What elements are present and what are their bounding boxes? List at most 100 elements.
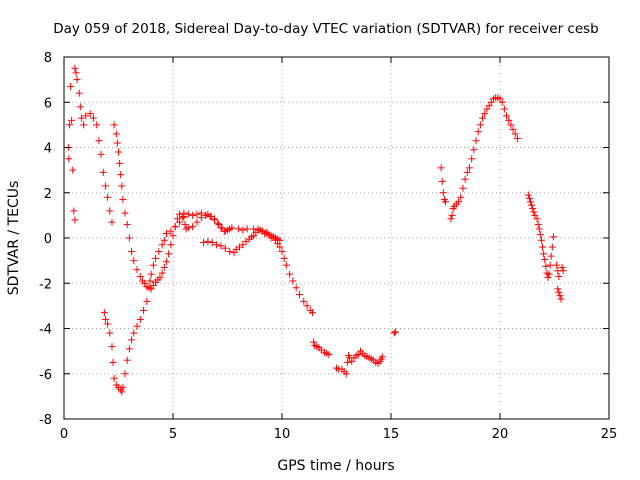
- data-point-marker: [528, 201, 536, 209]
- data-point-marker: [239, 226, 247, 234]
- y-tick-label: -4: [39, 323, 52, 338]
- data-point-marker: [65, 155, 73, 163]
- data-point-marker: [476, 121, 484, 129]
- data-point-marker: [104, 193, 112, 201]
- data-point-marker: [155, 248, 163, 256]
- data-point-marker: [125, 345, 133, 353]
- data-point-marker: [463, 168, 471, 176]
- y-axis-label: SDTVAR / TECUs: [6, 181, 22, 296]
- data-point-marker: [193, 210, 201, 218]
- data-point-marker: [214, 219, 222, 227]
- data-point-marker: [509, 125, 517, 133]
- data-point-marker: [97, 150, 105, 158]
- data-point-marker: [442, 198, 449, 206]
- data-point-marker: [208, 239, 216, 247]
- data-point-marker: [71, 64, 79, 72]
- data-point-marker: [541, 255, 549, 263]
- data-point-marker: [513, 134, 521, 142]
- data-point-marker: [530, 208, 538, 216]
- data-point-marker: [146, 277, 154, 285]
- data-point-marker: [507, 121, 515, 129]
- data-point-marker: [136, 315, 144, 323]
- data-point-marker: [184, 224, 192, 232]
- data-point-marker: [171, 223, 179, 231]
- data-point-marker: [104, 320, 112, 328]
- data-point-marker: [544, 274, 552, 282]
- data-point-marker: [447, 215, 455, 223]
- data-point-marker: [239, 241, 247, 249]
- data-point-marker: [93, 121, 101, 129]
- data-point-marker: [76, 103, 84, 111]
- data-point-marker: [143, 297, 151, 305]
- data-point-marker: [184, 210, 192, 218]
- data-point-marker: [234, 225, 242, 233]
- x-tick-label: 0: [60, 427, 68, 442]
- data-point-marker: [500, 105, 508, 113]
- data-point-marker: [213, 241, 221, 249]
- data-point-marker: [95, 137, 103, 145]
- y-tick-label: 0: [44, 232, 52, 247]
- data-point-marker: [80, 121, 88, 129]
- data-point-marker: [289, 277, 297, 285]
- data-point-marker: [537, 236, 545, 244]
- data-point-marker: [215, 220, 223, 228]
- data-point-marker: [160, 236, 168, 244]
- data-point-marker: [100, 309, 108, 317]
- x-tick-label: 25: [601, 427, 618, 442]
- data-point-marker: [457, 193, 465, 201]
- data-point-marker: [461, 175, 469, 183]
- y-tick-label: -2: [39, 277, 52, 292]
- data-point-marker: [465, 164, 473, 172]
- data-point-marker: [197, 209, 205, 217]
- data-point-marker: [226, 248, 234, 256]
- data-point-marker: [179, 214, 187, 222]
- data-point-marker: [68, 116, 76, 124]
- data-point-marker: [106, 329, 114, 337]
- data-point-marker: [133, 322, 141, 330]
- data-point-marker: [221, 244, 229, 252]
- data-point-marker: [110, 121, 118, 129]
- data-point-marker: [119, 196, 127, 204]
- data-point-marker: [69, 166, 77, 174]
- data-point-marker: [147, 270, 155, 278]
- data-point-marker: [529, 205, 537, 213]
- data-point-marker: [391, 328, 399, 336]
- data-point-marker: [101, 182, 109, 190]
- data-point-marker: [525, 194, 533, 202]
- grid: [64, 57, 609, 419]
- data-point-marker: [217, 242, 225, 250]
- data-markers: [64, 64, 567, 396]
- data-point-marker: [286, 270, 294, 278]
- data-point-marker: [243, 225, 251, 233]
- data-point-marker: [71, 216, 79, 224]
- data-point-marker: [86, 110, 94, 118]
- data-point-marker: [556, 292, 564, 300]
- data-point-marker: [309, 309, 317, 317]
- data-point-marker: [77, 114, 85, 122]
- data-point-marker: [533, 215, 541, 223]
- data-point-marker: [540, 250, 548, 258]
- x-tick-label: 20: [492, 427, 509, 442]
- data-point-marker: [511, 130, 519, 138]
- data-point-marker: [558, 263, 566, 271]
- data-point-marker: [276, 236, 284, 244]
- y-tick-label: -8: [39, 413, 52, 428]
- data-point-marker: [121, 370, 129, 378]
- data-point-marker: [158, 241, 166, 249]
- data-point-marker: [181, 220, 189, 228]
- data-point-marker: [546, 261, 554, 269]
- data-point-marker: [559, 267, 567, 275]
- data-point-marker: [65, 121, 73, 129]
- data-point-marker: [113, 139, 121, 147]
- data-point-marker: [553, 261, 561, 269]
- data-point-marker: [470, 146, 478, 154]
- data-point-marker: [130, 257, 138, 265]
- data-point-marker: [282, 261, 290, 269]
- data-point-marker: [123, 356, 131, 364]
- data-point-marker: [455, 198, 463, 206]
- data-point-marker: [295, 291, 303, 299]
- data-point-marker: [156, 274, 164, 282]
- data-point-marker: [162, 258, 170, 266]
- data-point-marker: [545, 270, 553, 278]
